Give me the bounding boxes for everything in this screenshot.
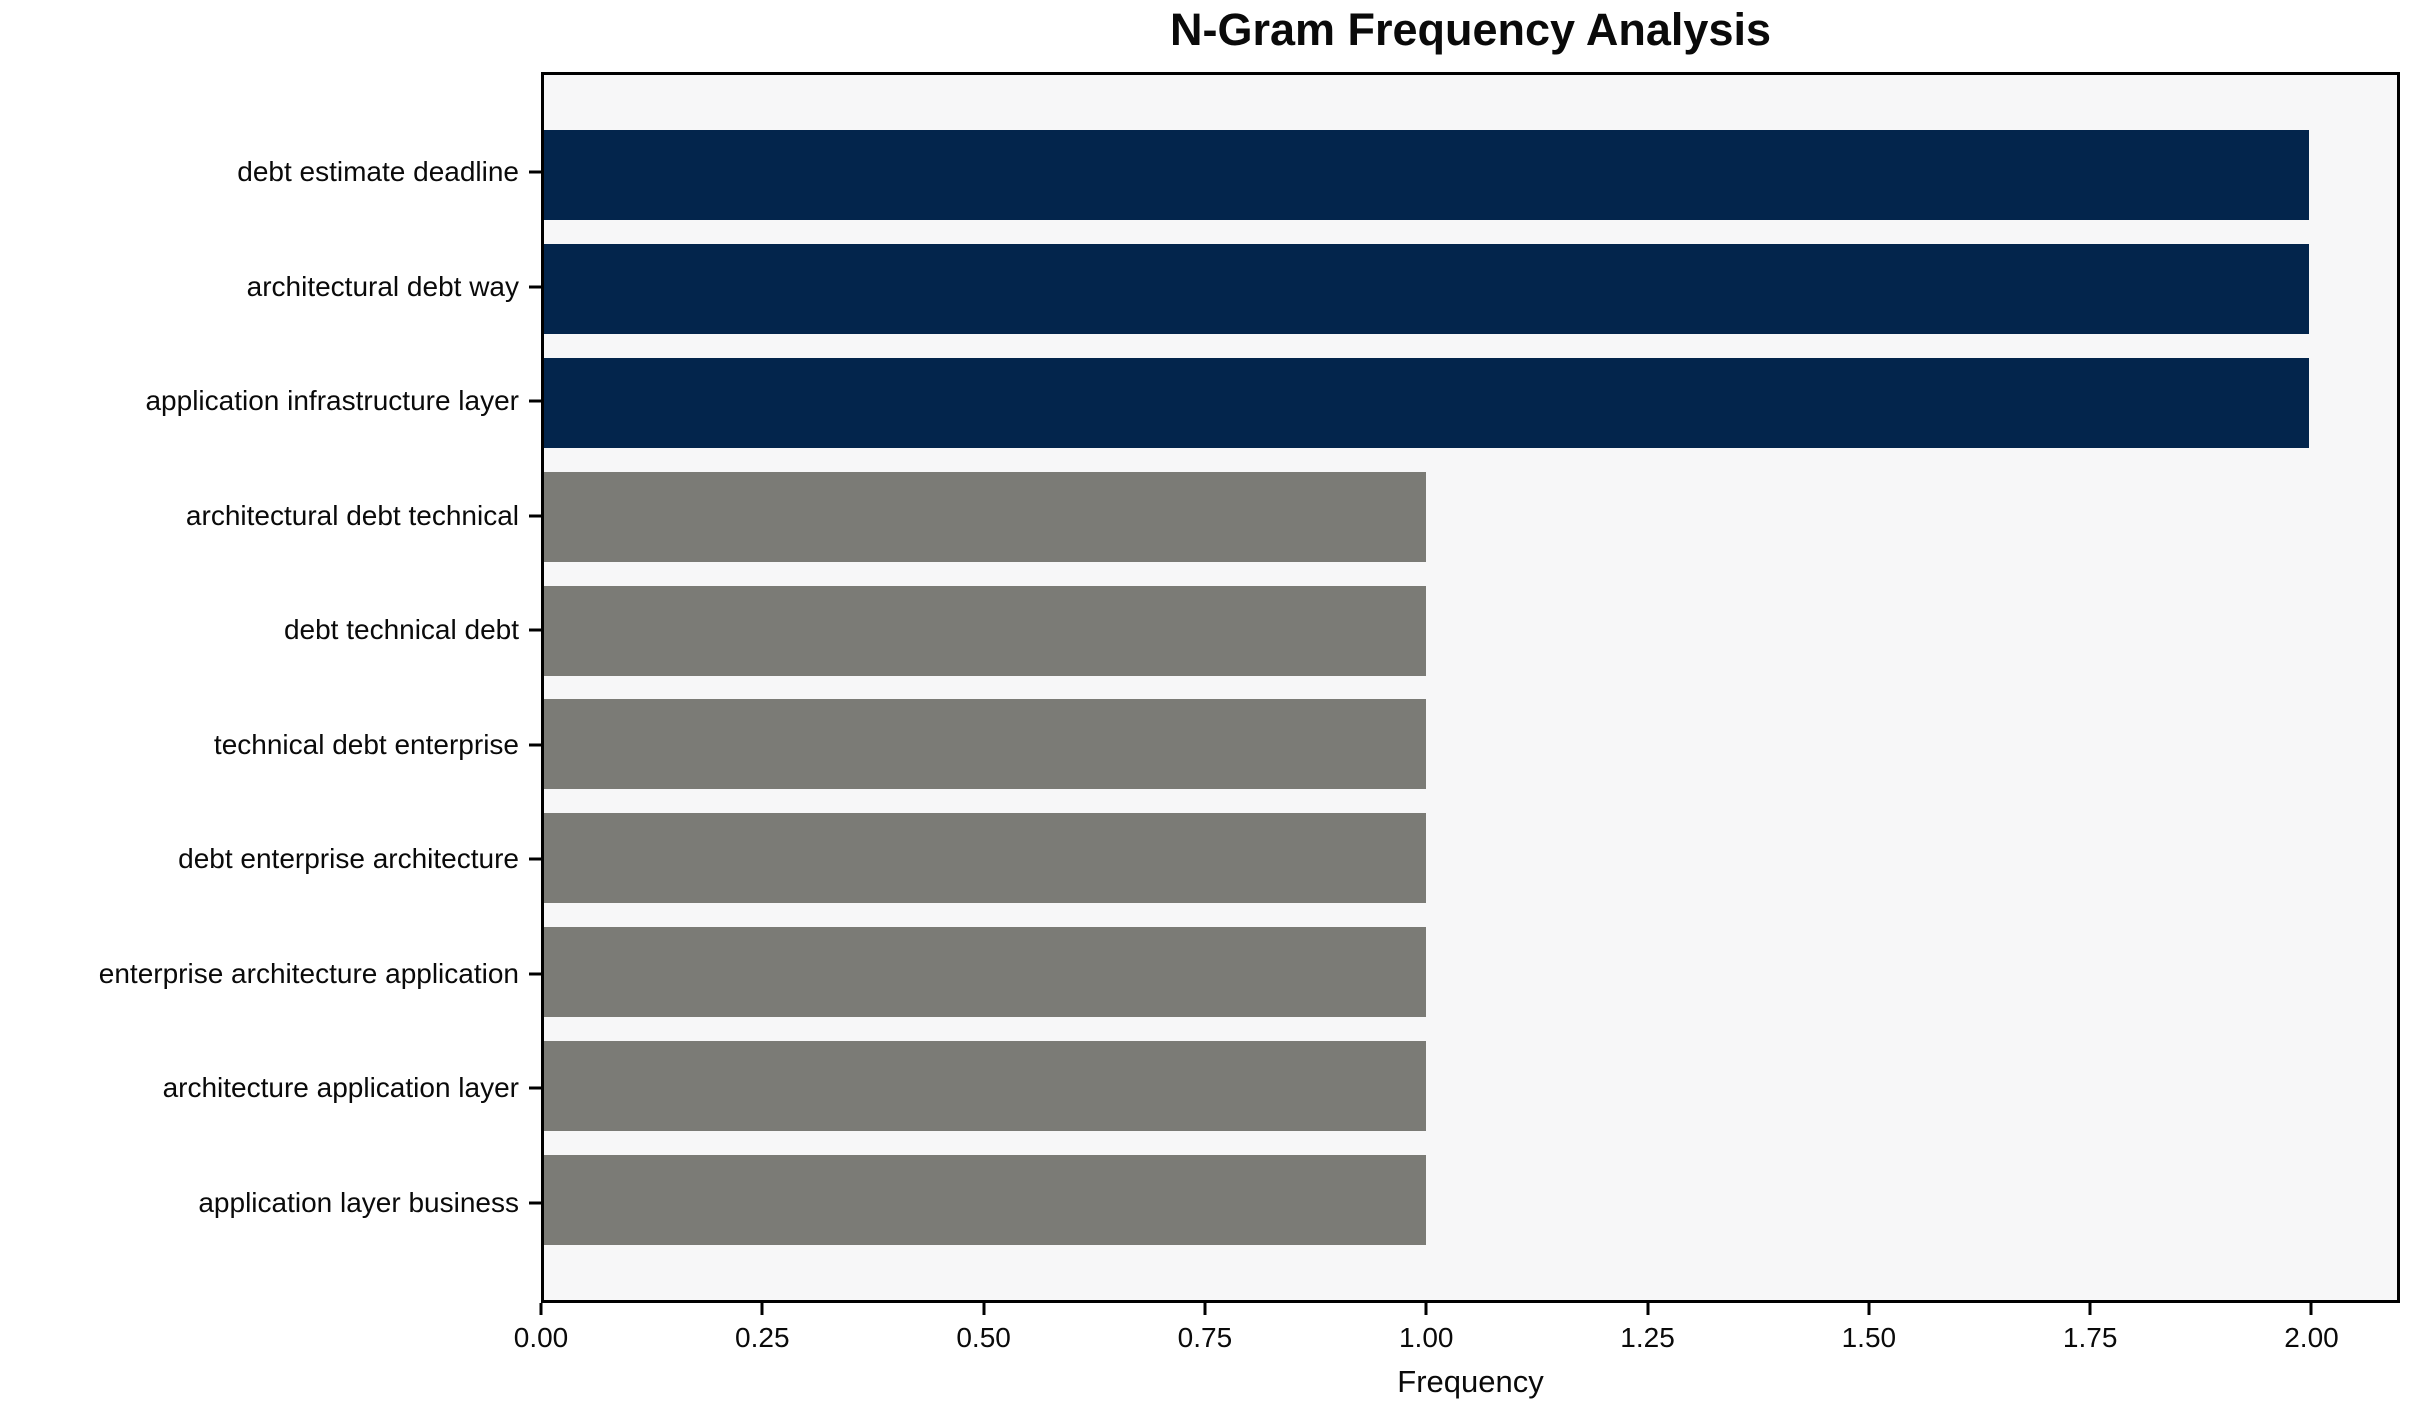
y-tick-label: debt technical debt [283, 614, 519, 646]
y-tick-mark [529, 857, 541, 861]
bars-container [544, 75, 2397, 1300]
x-tick-mark [1646, 1303, 1650, 1315]
y-tick-label: architecture application layer [162, 1072, 519, 1104]
bar-row [544, 1029, 2397, 1143]
bar-technical-debt-enterprise [544, 699, 1427, 790]
y-tick-mark [529, 399, 541, 403]
bar-row [544, 346, 2397, 460]
y-tick-label: enterprise architecture application [98, 957, 519, 989]
y-tick-label: architectural debt way [246, 270, 519, 302]
y-tick-label: application layer business [198, 1186, 519, 1218]
x-tick-mark [1203, 1303, 1207, 1315]
bar-architecture-application-layer [544, 1041, 1427, 1132]
x-axis-title: Frequency [1397, 1364, 1544, 1399]
y-tick-mark [529, 285, 541, 289]
bar-application-layer-business [544, 1155, 1427, 1246]
x-tick-mark [1867, 1303, 1871, 1315]
y-tick-label: technical debt enterprise [213, 728, 519, 760]
bar-row [544, 574, 2397, 688]
bar-architectural-debt-way [544, 243, 2309, 334]
x-tick-mark [760, 1303, 764, 1315]
bar-row [544, 915, 2397, 1029]
bar-architectural-debt-technical [544, 471, 1427, 562]
chart-title: N-Gram Frequency Analysis [1169, 4, 1772, 55]
x-tick-label: 0.00 [513, 1322, 569, 1353]
x-tick-mark [1424, 1303, 1428, 1315]
bar-row [544, 1143, 2397, 1257]
y-tick-mark [529, 1086, 541, 1090]
bar-row [544, 801, 2397, 915]
x-tick-label: 1.25 [1620, 1322, 1675, 1353]
bar-row [544, 460, 2397, 574]
x-tick-mark [539, 1303, 543, 1315]
y-tick-mark [529, 628, 541, 632]
bar-enterprise-architecture-application [544, 927, 1427, 1018]
bar-row [544, 688, 2397, 802]
plot-area [541, 72, 2400, 1303]
bar-application-infrastructure-layer [544, 357, 2309, 448]
bar-row [544, 232, 2397, 346]
x-tick-label: 1.50 [1841, 1322, 1897, 1353]
y-tick-mark [529, 743, 541, 747]
y-tick-label: application infrastructure layer [145, 385, 519, 417]
bar-debt-estimate-deadline [544, 129, 2309, 220]
x-tick-label: 0.75 [1177, 1322, 1233, 1353]
x-tick-label: 2.00 [2284, 1322, 2339, 1353]
y-tick-mark [529, 514, 541, 518]
y-tick-mark [529, 972, 541, 976]
y-tick-label: debt enterprise architecture [178, 843, 519, 875]
x-tick-mark [982, 1303, 986, 1315]
y-tick-label: debt estimate deadline [237, 156, 519, 188]
y-tick-mark [529, 170, 541, 174]
bar-debt-enterprise-architecture [544, 813, 1427, 904]
x-tick-label: 1.00 [1398, 1322, 1454, 1353]
x-tick-mark [2309, 1303, 2313, 1315]
x-tick-label: 1.75 [2062, 1322, 2118, 1353]
x-tick-mark [2088, 1303, 2092, 1315]
bar-debt-technical-debt [544, 585, 1427, 676]
y-tick-mark [529, 1201, 541, 1205]
y-tick-label: architectural debt technical [185, 499, 519, 531]
bar-row [544, 118, 2397, 232]
x-tick-label: 0.50 [956, 1322, 1011, 1353]
x-tick-label: 0.25 [735, 1322, 790, 1353]
